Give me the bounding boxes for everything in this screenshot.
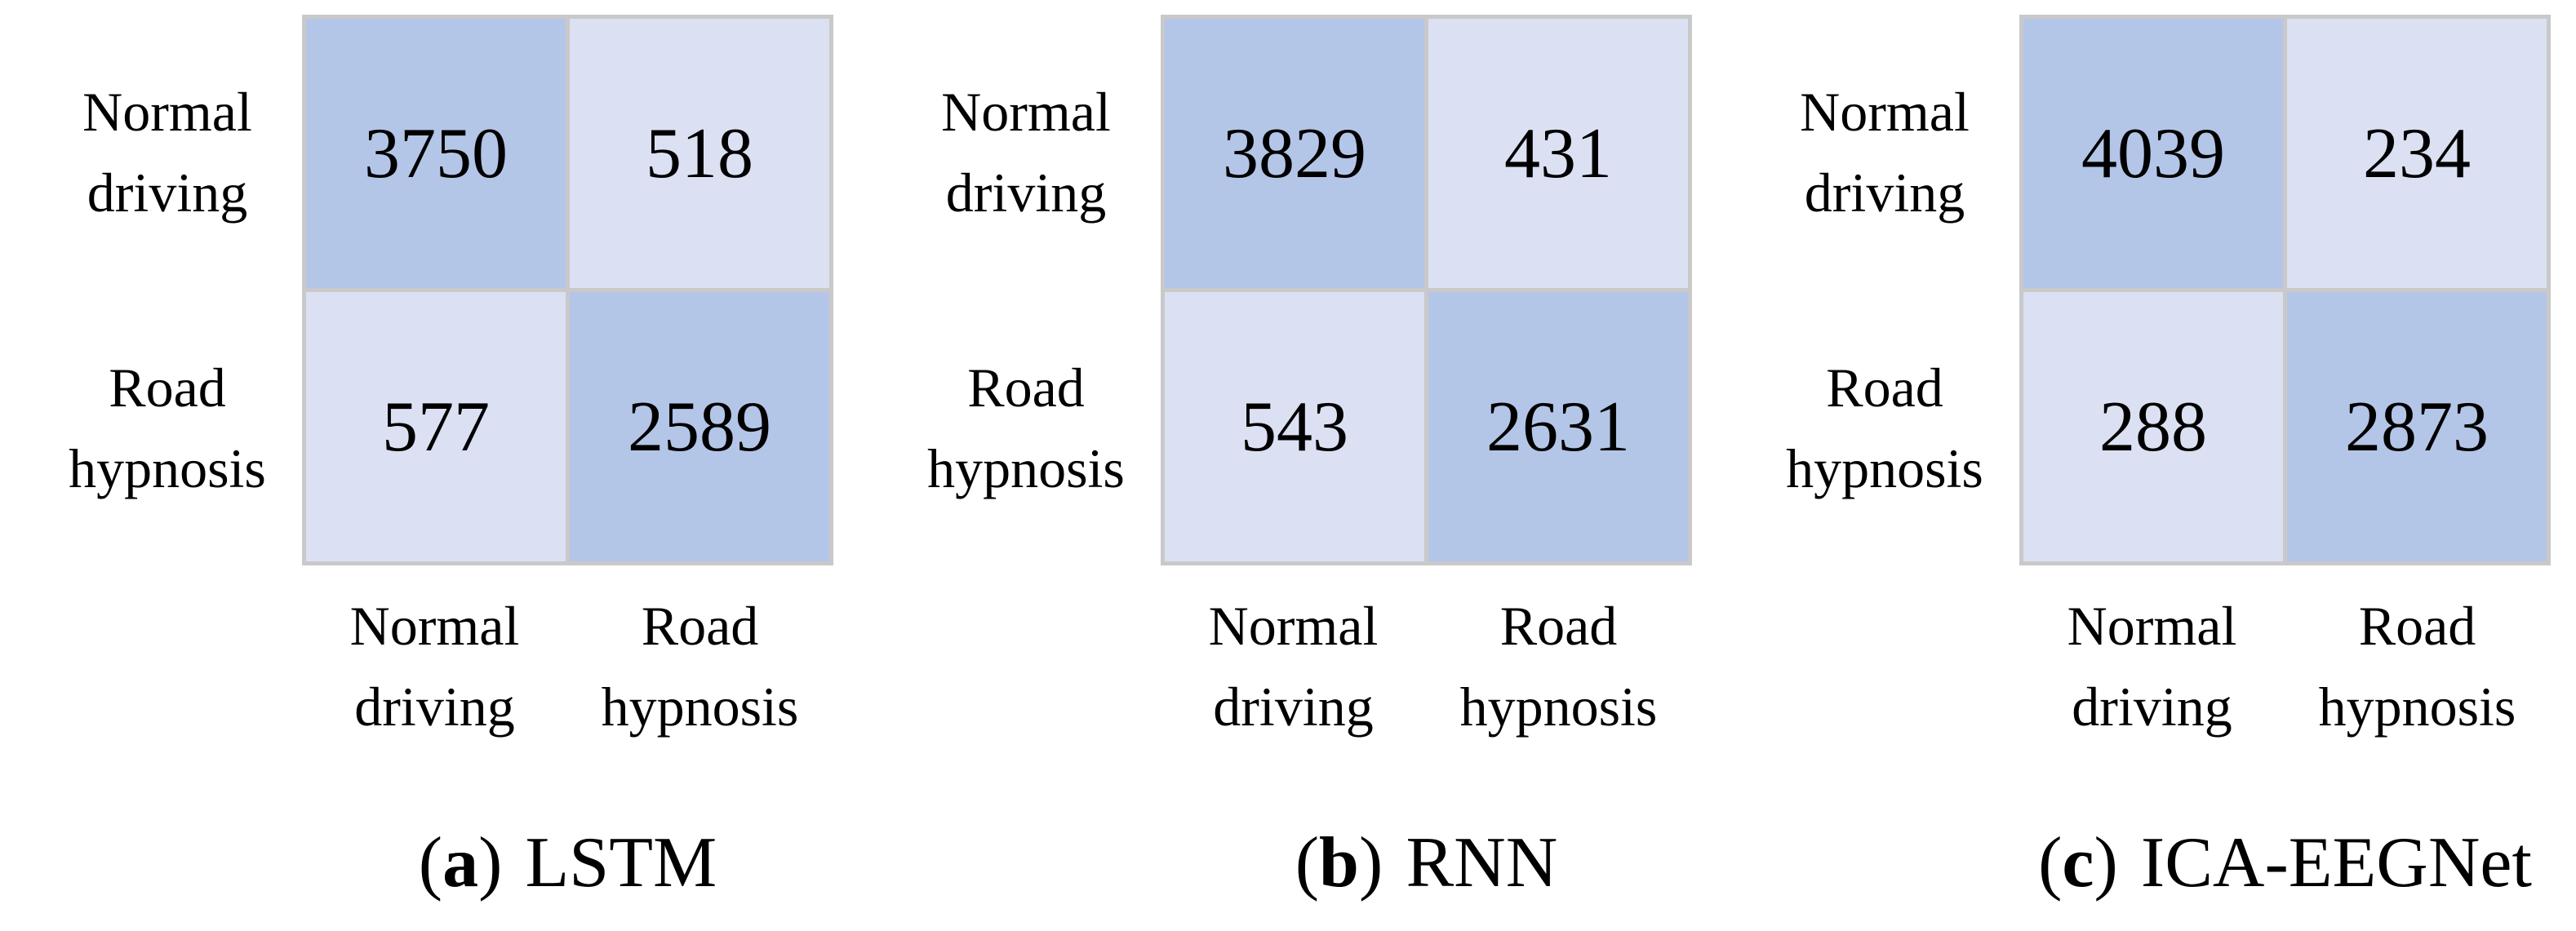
caption-paren-close: )	[1359, 823, 1383, 903]
caption-paren-open: (	[2038, 823, 2063, 903]
confusion-matrix-figure: Normal driving Road hypnosis 3750 518 57…	[0, 15, 2576, 904]
caption-letter-a: a	[442, 823, 479, 903]
matrix-cell-c-r1c1: 2873	[2287, 292, 2547, 561]
caption-letter-b: b	[1319, 823, 1359, 903]
col-label-road-hypnosis: Road hypnosis	[2318, 595, 2516, 738]
panel-a-lstm: Normal driving Road hypnosis 3750 518 57…	[0, 15, 859, 904]
caption-paren-close: )	[2094, 823, 2118, 903]
col-labels-b: Normal driving Road hypnosis	[1161, 586, 1692, 747]
caption-label-rnn: RNN	[1406, 823, 1558, 903]
col-labels-c: Normal driving Road hypnosis	[2019, 586, 2551, 747]
row-labels-c: Normal driving Road hypnosis	[1750, 15, 2019, 566]
matrix-cell-a-r0c0: 3750	[306, 19, 566, 288]
matrix-cell-c-r1c0: 288	[2023, 292, 2283, 561]
col-label-normal-driving: Normal driving	[1208, 595, 1379, 738]
matrix-cell-b-r0c0: 3829	[1165, 19, 1424, 288]
row-label-road-hypnosis: Road hypnosis	[927, 357, 1125, 499]
row-label-road-hypnosis: Road hypnosis	[1786, 357, 1983, 499]
matrix-cell-a-r0c1: 518	[570, 19, 829, 288]
matrix-cell-b-r0c1: 431	[1428, 19, 1688, 288]
matrix-cell-b-r1c0: 543	[1165, 292, 1424, 561]
panel-c-ica-eegnet: Normal driving Road hypnosis 4039 234 28…	[1717, 15, 2576, 904]
caption-letter-c: c	[2062, 823, 2094, 903]
panel-caption-b: (b) RNN	[1161, 822, 1692, 904]
caption-label-lstm: LSTM	[525, 823, 717, 903]
matrix-cell-a-r1c0: 577	[306, 292, 566, 561]
col-label-road-hypnosis: Road hypnosis	[1459, 595, 1658, 738]
row-labels-a: Normal driving Road hypnosis	[33, 15, 302, 566]
row-label-normal-driving: Normal driving	[82, 81, 252, 224]
col-label-normal-driving: Normal driving	[349, 595, 520, 738]
col-label-normal-driving: Normal driving	[2067, 595, 2237, 738]
row-label-normal-driving: Normal driving	[941, 81, 1111, 224]
matrix-cell-b-r1c1: 2631	[1428, 292, 1688, 561]
col-label-road-hypnosis: Road hypnosis	[601, 595, 799, 738]
confusion-matrix-c: Normal driving Road hypnosis 4039 234 28…	[1750, 15, 2576, 566]
panel-b-rnn: Normal driving Road hypnosis 3829 431 54…	[859, 15, 1717, 904]
matrix-grid-a: 3750 518 577 2589	[302, 15, 833, 565]
caption-paren-open: (	[1295, 823, 1320, 903]
row-label-normal-driving: Normal driving	[1800, 81, 1970, 224]
matrix-cell-c-r0c0: 4039	[2023, 19, 2283, 288]
panel-caption-a: (a) LSTM	[302, 822, 833, 904]
matrix-grid-c: 4039 234 288 2873	[2019, 15, 2551, 565]
matrix-grid-b: 3829 431 543 2631	[1161, 15, 1692, 565]
row-label-road-hypnosis: Road hypnosis	[69, 357, 266, 499]
matrix-cell-a-r1c1: 2589	[570, 292, 829, 561]
row-labels-b: Normal driving Road hypnosis	[891, 15, 1161, 566]
col-labels-a: Normal driving Road hypnosis	[302, 586, 833, 747]
panel-caption-c: (c) ICA-EEGNet	[2019, 822, 2551, 904]
confusion-matrix-a: Normal driving Road hypnosis 3750 518 57…	[33, 15, 859, 566]
caption-paren-open: (	[418, 823, 443, 903]
confusion-matrix-b: Normal driving Road hypnosis 3829 431 54…	[891, 15, 1717, 566]
caption-label-ica-eegnet: ICA-EEGNet	[2140, 823, 2532, 903]
caption-paren-close: )	[478, 823, 503, 903]
matrix-cell-c-r0c1: 234	[2287, 19, 2547, 288]
